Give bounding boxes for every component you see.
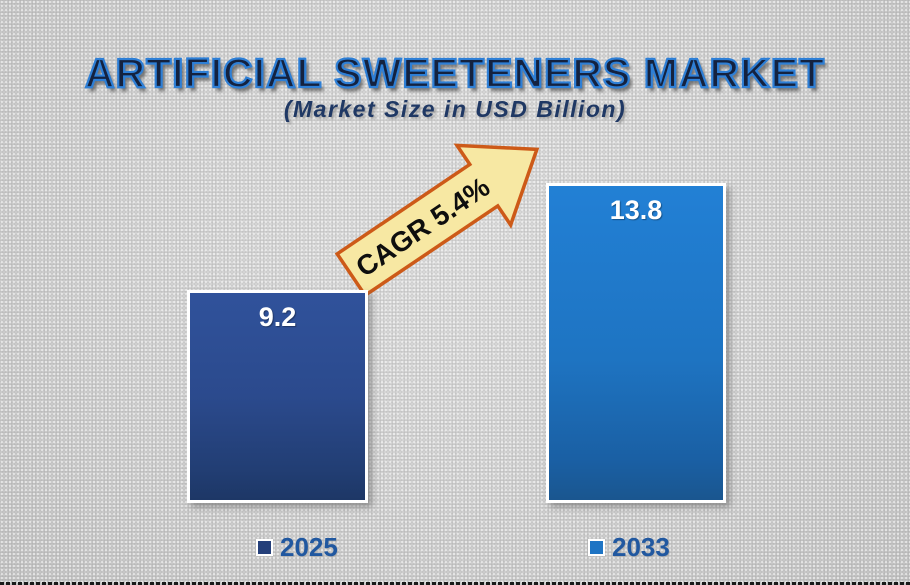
chart-subtitle: (Market Size in USD Billion): [283, 96, 627, 122]
bar-2033-value-label: 13.8: [609, 195, 663, 225]
bar-2025-value-label: 9.2: [258, 302, 297, 332]
cagr-label: CAGR 5.4%: [350, 171, 495, 283]
bar-2033: 13.8: [546, 183, 726, 503]
chart-title: ARTIFICIAL SWEETENERS MARKET: [84, 49, 826, 97]
legend-marker-2025-icon: [256, 538, 273, 556]
legend-item-2033: 2033: [588, 534, 670, 560]
bottom-edge-line: [0, 582, 910, 585]
bar-2025: 9.2: [187, 290, 368, 503]
arrow-up-right-icon: [334, 143, 540, 298]
legend-label-2025: 2025: [280, 532, 338, 562]
legend-label-2033: 2033: [612, 532, 670, 562]
legend-item-2025: 2025: [256, 534, 338, 560]
legend-marker-2033-icon: [588, 538, 605, 556]
